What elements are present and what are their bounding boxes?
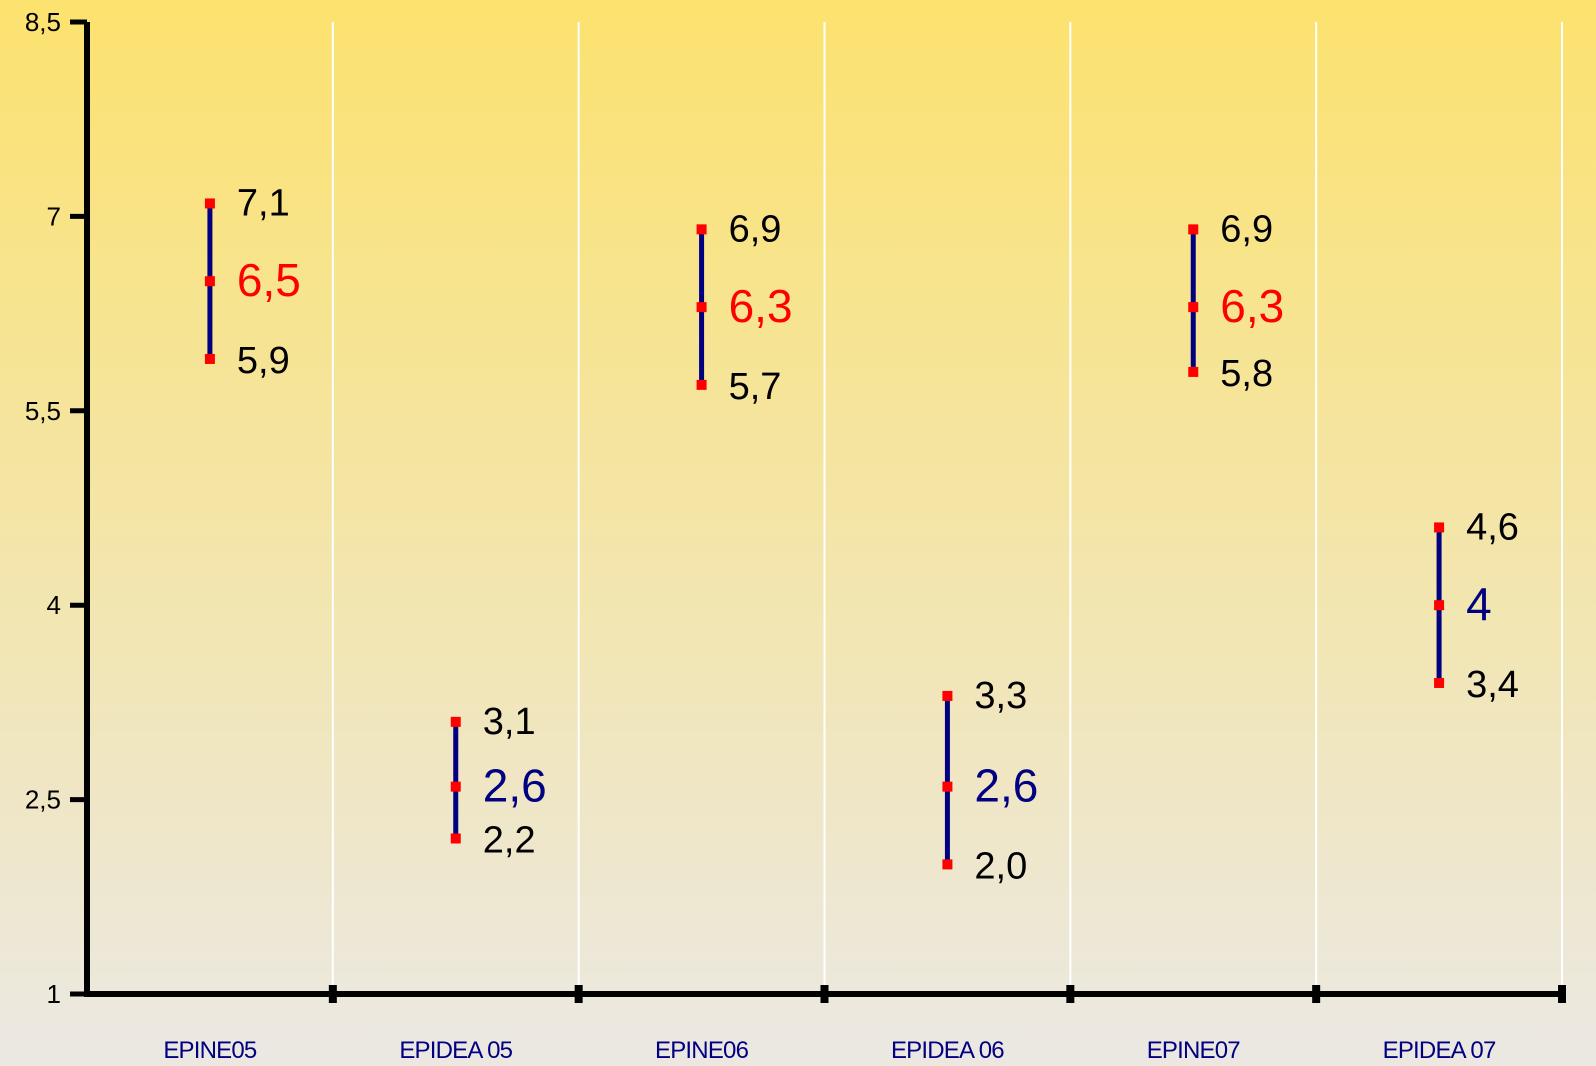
mid-value-label: 2,6	[974, 760, 1038, 812]
mid-marker	[942, 782, 952, 792]
low-marker	[451, 833, 461, 843]
x-category-label: EPIDEA 07	[1383, 1037, 1496, 1061]
x-category-label: EPINE05	[163, 1037, 257, 1061]
low-value-label: 5,7	[729, 366, 782, 408]
high-value-label: 3,1	[483, 701, 536, 743]
mid-value-label: 6,5	[237, 254, 301, 306]
y-tick-label: 7	[47, 201, 61, 231]
high-value-label: 7,1	[237, 182, 290, 224]
x-category-label: EPINE06	[655, 1037, 749, 1061]
high-value-label: 3,3	[974, 675, 1027, 717]
high-marker	[942, 691, 952, 701]
low-value-label: 2,0	[974, 845, 1027, 887]
y-tick-label: 5,5	[25, 396, 61, 426]
low-marker	[942, 859, 952, 869]
mid-marker	[451, 782, 461, 792]
high-value-label: 4,6	[1466, 506, 1519, 548]
high-value-label: 6,9	[729, 208, 782, 250]
low-marker	[697, 380, 707, 390]
high-value-label: 6,9	[1220, 208, 1273, 250]
x-category-label: EPIDEA 05	[399, 1037, 512, 1061]
low-value-label: 3,4	[1466, 664, 1519, 706]
high-marker	[451, 717, 461, 727]
mid-marker	[205, 276, 215, 286]
mid-value-label: 2,6	[483, 760, 547, 812]
low-value-label: 5,9	[237, 340, 290, 382]
x-category-label: EPIDEA 06	[891, 1037, 1004, 1061]
x-category-label: EPINE07	[1147, 1037, 1241, 1061]
low-value-label: 5,8	[1220, 353, 1273, 395]
mid-value-label: 6,3	[729, 280, 793, 332]
mid-marker	[1188, 302, 1198, 312]
y-tick-label: 2,5	[25, 785, 61, 815]
high-marker	[1188, 224, 1198, 234]
y-tick-label: 1	[47, 979, 61, 1009]
mid-value-label: 4	[1466, 578, 1492, 630]
low-value-label: 2,2	[483, 819, 536, 861]
high-marker	[1434, 522, 1444, 532]
high-marker	[697, 224, 707, 234]
low-marker	[1434, 678, 1444, 688]
high-marker	[205, 198, 215, 208]
mid-marker	[1434, 600, 1444, 610]
mid-marker	[697, 302, 707, 312]
low-marker	[205, 354, 215, 364]
y-tick-label: 8,5	[25, 7, 61, 37]
y-tick-label: 4	[47, 590, 61, 620]
mid-value-label: 6,3	[1220, 280, 1284, 332]
low-marker	[1188, 367, 1198, 377]
